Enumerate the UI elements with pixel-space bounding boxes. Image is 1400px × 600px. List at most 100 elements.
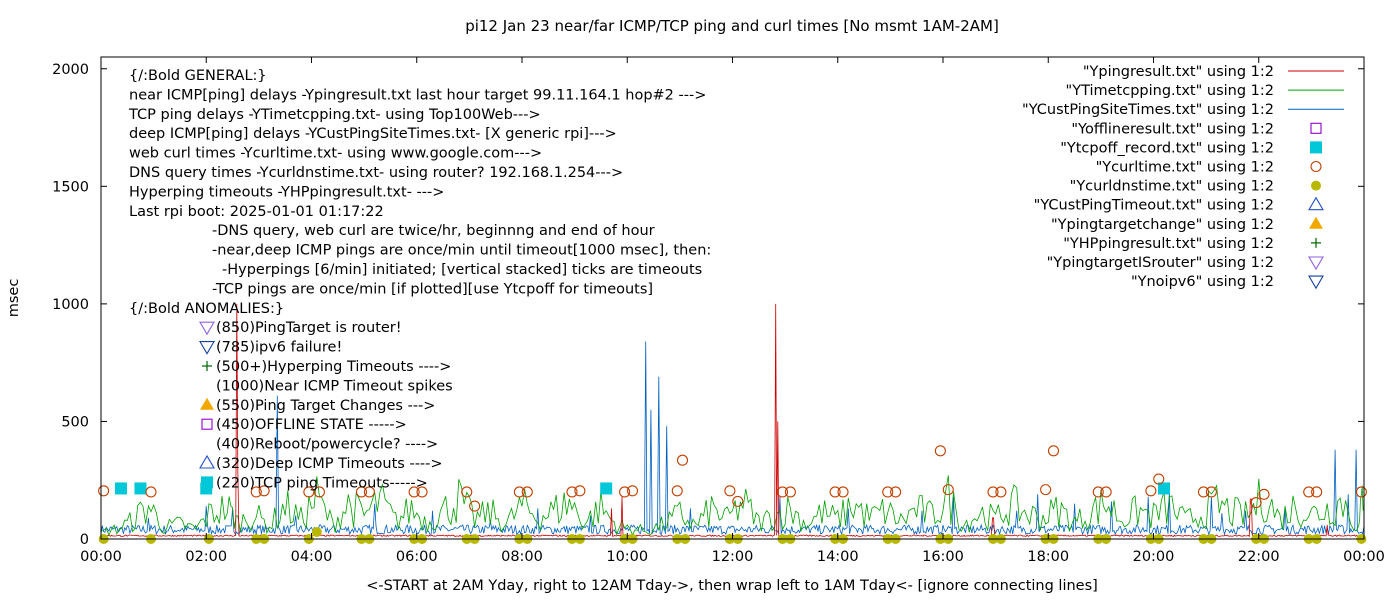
legend-label: "Ynoipv6" using 1:2 bbox=[1131, 274, 1274, 290]
annotation-marker bbox=[201, 476, 213, 489]
curltime-point bbox=[313, 486, 325, 498]
curltime-point bbox=[1303, 486, 1315, 498]
legend-label: "Ypingresult.txt" using 1:2 bbox=[1083, 64, 1274, 80]
x-tick-label: 10:00 bbox=[606, 549, 648, 565]
legend-label: "Yofflineresult.txt" using 1:2 bbox=[1071, 121, 1274, 137]
x-tick-label: 06:00 bbox=[396, 549, 438, 565]
curltime-point bbox=[363, 486, 375, 498]
curltime-point bbox=[513, 486, 525, 498]
x-tick-label: 22:00 bbox=[1238, 549, 1280, 565]
x-tick-label: 08:00 bbox=[501, 549, 543, 565]
curltime-point bbox=[882, 486, 894, 498]
curltime-point bbox=[934, 445, 946, 457]
annotation-line: DNS query times -Ycurldnstime.txt- using… bbox=[129, 165, 623, 181]
x-tick-label: 16:00 bbox=[922, 549, 964, 565]
curltime-point bbox=[258, 485, 270, 497]
annotation-line: -Hyperpings [6/min] initiated; [vertical… bbox=[222, 262, 702, 278]
tcpoff-point bbox=[1158, 482, 1171, 495]
annotation-marker bbox=[199, 341, 215, 355]
chart-title: pi12 Jan 23 near/far ICMP/TCP ping and c… bbox=[465, 17, 999, 35]
curltime-point bbox=[619, 486, 631, 498]
curltime-point bbox=[676, 454, 689, 466]
curltime-point bbox=[1047, 445, 1060, 457]
x-tick-label: 14:00 bbox=[817, 549, 859, 565]
tcpping-series-line bbox=[100, 475, 1364, 537]
curltime-point bbox=[566, 486, 578, 498]
annotation-line: web curl times -Ycurltime.txt- using www… bbox=[129, 146, 542, 162]
x-tick-label: 20:00 bbox=[1133, 549, 1175, 565]
curltime-point bbox=[1100, 486, 1112, 498]
y-tick-label: 1500 bbox=[52, 179, 89, 195]
x-tick-label: 02:00 bbox=[185, 549, 227, 565]
annotation-line: (785)ipv6 failure! bbox=[216, 340, 342, 356]
curltime-point bbox=[408, 486, 420, 498]
curltime-point bbox=[724, 485, 736, 497]
annotation-line: -DNS query, web curl are twice/hr, begin… bbox=[212, 223, 655, 239]
tcpoff-point bbox=[600, 482, 613, 495]
curltime-point bbox=[995, 486, 1007, 498]
curltime-point bbox=[671, 485, 683, 497]
annotation-line: TCP ping delays -YTimetcpping.txt- using… bbox=[128, 107, 541, 123]
x-tick-label: 00:00 bbox=[80, 549, 122, 565]
x-axis-label: <-START at 2AM Yday, right to 12AM Tday-… bbox=[366, 578, 1098, 594]
curltime-point bbox=[1153, 473, 1165, 485]
annotation-line: Last rpi boot: 2025-01-01 01:17:22 bbox=[129, 204, 384, 220]
legend-marker-swatch bbox=[1309, 216, 1323, 229]
legend-marker-swatch bbox=[1310, 141, 1322, 154]
annotation-line: deep ICMP[ping] delays -YCustPingSiteTim… bbox=[129, 126, 617, 142]
curltime-point bbox=[1040, 484, 1052, 496]
legend-label: "Ycurldnstime.txt" using 1:2 bbox=[1070, 179, 1274, 195]
annotation-block: {/:Bold GENERAL:} near ICMP[ping] delays … bbox=[128, 68, 711, 491]
curltime-point bbox=[469, 500, 481, 512]
curltime-point bbox=[521, 486, 533, 498]
y-axis-label: msec bbox=[6, 279, 22, 318]
annotation-line: (400)Reboot/powercycle? ----> bbox=[216, 437, 438, 453]
annotation-line: (1000)Near ICMP Timeout spikes bbox=[216, 378, 453, 394]
custping-series-line bbox=[100, 341, 1365, 536]
annotation-line: (500+)Hyperping Timeouts ----> bbox=[216, 359, 451, 375]
y-tick-label: 500 bbox=[61, 414, 89, 430]
curltime-point bbox=[1092, 486, 1104, 498]
curltime-point bbox=[1355, 486, 1367, 498]
tcpoff-point bbox=[114, 482, 127, 495]
annotation-line: {/:Bold GENERAL:} bbox=[129, 68, 267, 84]
legend-marker-swatch bbox=[1310, 160, 1322, 173]
legend-label: "Ycurltime.txt" using 1:2 bbox=[1096, 160, 1274, 176]
x-tick-label: 18:00 bbox=[1027, 549, 1069, 565]
curltime-point bbox=[1145, 485, 1157, 497]
curltime-point bbox=[461, 486, 473, 498]
annotation-line: (850)PingTarget is router! bbox=[216, 320, 402, 336]
curltime-point bbox=[1311, 486, 1323, 498]
curltime-point bbox=[890, 486, 902, 498]
curltime-point bbox=[1197, 486, 1210, 498]
legend-label: "Ytcpoff_record.txt" using 1:2 bbox=[1060, 140, 1274, 156]
curltime-point bbox=[784, 486, 796, 498]
legend-label: "Ypingtargetchange" using 1:2 bbox=[1051, 217, 1274, 233]
tcpoff-point bbox=[134, 482, 147, 495]
x-tick-label: 12:00 bbox=[712, 549, 754, 565]
legend-marker-swatch bbox=[1311, 180, 1321, 191]
curltime-point bbox=[1258, 488, 1270, 500]
y-tick-label: 1000 bbox=[52, 297, 89, 313]
legend-marker-swatch bbox=[1308, 275, 1324, 290]
annotation-marker bbox=[201, 418, 213, 430]
curltime-point bbox=[626, 485, 639, 497]
annotation-line: (550)Ping Target Changes ---> bbox=[216, 398, 435, 414]
curltime-point bbox=[987, 486, 999, 498]
curltime-point bbox=[250, 486, 262, 498]
legend-marker-swatch bbox=[1310, 122, 1322, 134]
legend-marker-swatch bbox=[1308, 256, 1324, 271]
curltime-point bbox=[416, 486, 428, 498]
curltime-point bbox=[98, 485, 110, 497]
legend-marker-swatch bbox=[1308, 196, 1324, 211]
annotation-line: -TCP pings are once/min [if plotted][use… bbox=[212, 281, 653, 297]
curltime-point bbox=[355, 486, 368, 498]
legend-label: "YCustPingSiteTimes.txt" using 1:2 bbox=[1022, 102, 1274, 118]
annotation-marker bbox=[199, 321, 215, 336]
annotation-line: (450)OFFLINE STATE -----> bbox=[216, 417, 407, 433]
annotation-line: (320)Deep ICMP Timeouts ----> bbox=[216, 456, 443, 472]
curltime-point bbox=[829, 486, 841, 498]
curltime-point bbox=[574, 485, 586, 497]
legend: "Ypingresult.txt" using 1:2 "YTimetcpping… bbox=[1022, 64, 1344, 290]
